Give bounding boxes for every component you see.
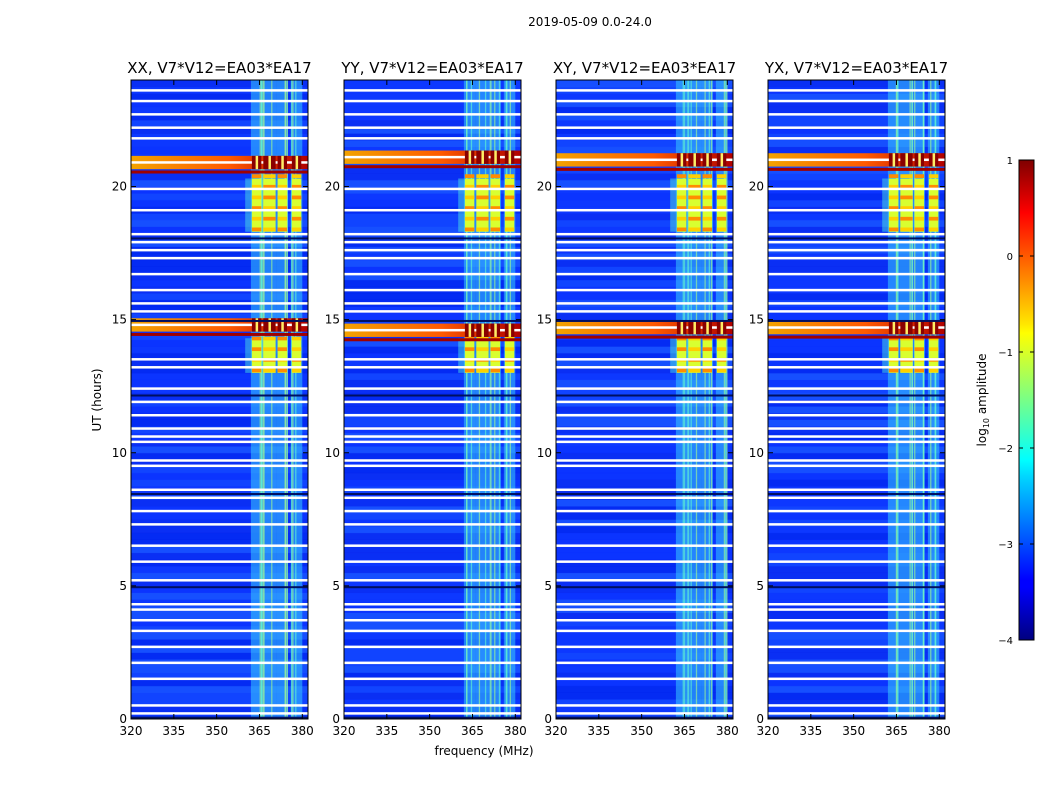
- colorbar-tick-label: −1: [998, 348, 1013, 359]
- x-tick-label: 335: [799, 724, 822, 738]
- colorbar-label: log10 amplitude: [975, 354, 991, 447]
- x-tick-label: 380: [716, 724, 739, 738]
- flagged-rows: [768, 89, 945, 719]
- flagged-rows: [131, 89, 308, 719]
- colorbar-gradient: [1018, 159, 1035, 641]
- colorbar: 1 0 −1 −2 −3 −4 log10 amplitude: [975, 156, 1035, 647]
- panel-title: XX, V7*V12=EA03*EA17: [127, 59, 311, 77]
- x-tick-label: 335: [375, 724, 398, 738]
- flagged-rows: [344, 89, 521, 719]
- panel-frame: [343, 79, 522, 720]
- x-tick-label: 320: [545, 724, 568, 738]
- panel: YX, V7*V12=EA03*EA17 320 335 350 365 380 0 5 10 1…: [749, 59, 951, 738]
- panel-title: YX, V7*V12=EA03*EA17: [764, 59, 948, 77]
- panels: XX, V7*V12=EA03*EA17 320 335 350 365 380 0 5 10 1…: [112, 59, 951, 738]
- rfi-bands: [887, 80, 940, 719]
- y-tick-label: 5: [332, 579, 340, 593]
- colorbar-tick-label: 0: [1007, 252, 1013, 263]
- y-tick-label: 15: [325, 313, 340, 327]
- colorbar-ticks: 1 0 −1 −2 −3 −4: [998, 156, 1034, 647]
- rfi-bands: [250, 80, 303, 719]
- y-tick-label: 10: [325, 446, 340, 460]
- x-tick-label: 350: [630, 724, 653, 738]
- x-tick-label: 335: [162, 724, 185, 738]
- figure-suptitle: 2019-05-09 0.0-24.0: [528, 15, 652, 29]
- y-tick-label: 20: [325, 180, 340, 194]
- y-axis-label: UT (hours): [90, 368, 104, 431]
- flare-rows: [768, 153, 945, 339]
- x-tick-label: 380: [291, 724, 314, 738]
- y-tick-label: 0: [544, 712, 552, 726]
- strong-rfi-blocks: [458, 174, 515, 373]
- rfi-bands: [675, 80, 728, 719]
- y-tick-label: 0: [119, 712, 127, 726]
- panel-frame: [130, 79, 309, 720]
- y-tick-label: 15: [112, 313, 127, 327]
- x-ticks: 320 335 350 365 380: [757, 80, 951, 738]
- x-ticks: 320 335 350 365 380: [120, 80, 314, 738]
- flare-rows: [344, 150, 521, 342]
- y-tick-label: 10: [112, 446, 127, 460]
- x-tick-label: 380: [504, 724, 527, 738]
- y-tick-label: 20: [749, 180, 764, 194]
- x-tick-label: 350: [842, 724, 865, 738]
- panel: YY, V7*V12=EA03*EA17 320 335 350 365 380 0 5 10 1…: [325, 59, 527, 738]
- y-tick-label: 20: [537, 180, 552, 194]
- panel: XX, V7*V12=EA03*EA17 320 335 350 365 380 0 5 10 1…: [112, 59, 314, 738]
- y-tick-label: 15: [749, 313, 764, 327]
- x-tick-label: 365: [673, 724, 696, 738]
- flagged-rows: [556, 89, 733, 719]
- y-tick-label: 5: [119, 579, 127, 593]
- panel-frame: [767, 79, 946, 720]
- flare-rows: [556, 153, 733, 339]
- colorbar-tick-label: −4: [998, 636, 1013, 647]
- x-ticks: 320 335 350 365 380: [545, 80, 739, 738]
- colorbar-tick-label: −2: [998, 444, 1013, 455]
- y-ticks: 0 5 10 15 20: [112, 180, 308, 726]
- strong-rfi-blocks: [245, 174, 302, 373]
- x-tick-label: 320: [120, 724, 143, 738]
- panel-title: YY, V7*V12=EA03*EA17: [340, 59, 523, 77]
- y-tick-label: 5: [756, 579, 764, 593]
- panel: XY, V7*V12=EA03*EA17 320 335 350 365 380 0 5 10 1…: [537, 59, 739, 738]
- x-ticks: 320 335 350 365 380: [333, 80, 527, 738]
- x-tick-label: 320: [757, 724, 780, 738]
- strong-rfi-blocks: [670, 174, 727, 373]
- y-tick-label: 20: [112, 180, 127, 194]
- x-tick-label: 320: [333, 724, 356, 738]
- x-axis-label: frequency (MHz): [434, 744, 533, 758]
- y-ticks: 0 5 10 15 20: [537, 180, 733, 726]
- y-ticks: 0 5 10 15 20: [325, 180, 521, 726]
- y-tick-label: 5: [544, 579, 552, 593]
- panel-frame: [555, 79, 734, 720]
- y-tick-label: 10: [749, 446, 764, 460]
- x-tick-label: 365: [461, 724, 484, 738]
- x-tick-label: 380: [928, 724, 951, 738]
- colorbar-tick-label: 1: [1007, 156, 1013, 167]
- x-tick-label: 335: [587, 724, 610, 738]
- x-tick-label: 365: [248, 724, 271, 738]
- y-tick-label: 0: [332, 712, 340, 726]
- y-tick-label: 10: [537, 446, 552, 460]
- panel-title: XY, V7*V12=EA03*EA17: [553, 59, 736, 77]
- x-tick-label: 350: [418, 724, 441, 738]
- y-ticks: 0 5 10 15 20: [749, 180, 945, 726]
- y-tick-label: 15: [537, 313, 552, 327]
- y-tick-label: 0: [756, 712, 764, 726]
- colorbar-tick-label: −3: [998, 540, 1013, 551]
- x-tick-label: 365: [885, 724, 908, 738]
- x-tick-label: 350: [205, 724, 228, 738]
- rfi-bands: [463, 80, 516, 719]
